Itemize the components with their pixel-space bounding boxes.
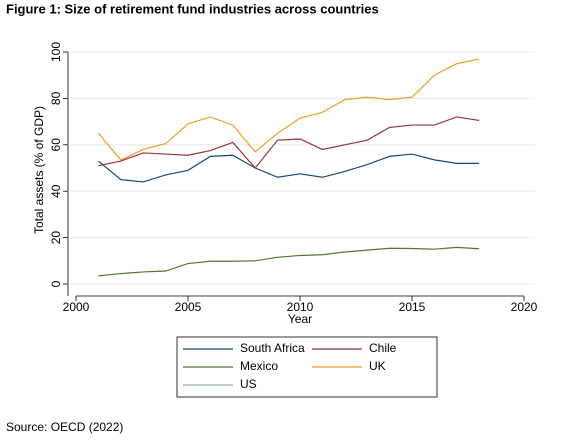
x-tick-label: 2020 — [511, 300, 538, 314]
x-tick-label: 2010 — [287, 300, 314, 314]
y-tick-label: 0 — [49, 280, 63, 287]
series-line — [97, 58, 480, 161]
y-tick-label: 40 — [49, 184, 63, 198]
source-note: Source: OECD (2022) — [6, 420, 123, 434]
legend-label: Chile — [369, 341, 397, 355]
legend-label: South Africa — [240, 341, 305, 355]
y-axis-label: Total assets (% of GDP) — [32, 106, 46, 234]
legend-label: UK — [369, 359, 386, 373]
x-tick-label: 2015 — [399, 300, 426, 314]
x-axis-label: Year — [288, 312, 312, 326]
series-line — [98, 246, 480, 277]
legend-label: US — [240, 377, 257, 391]
series-line — [98, 116, 480, 169]
y-tick-label: 60 — [49, 138, 63, 152]
series-line — [98, 153, 480, 183]
x-tick-label: 2000 — [63, 300, 90, 314]
y-tick-label: 80 — [49, 91, 63, 105]
x-tick-label: 2005 — [175, 300, 202, 314]
chart-title: Figure 1: Size of retirement fund indust… — [6, 1, 379, 16]
y-tick-label: 20 — [49, 231, 63, 245]
y-tick-label: 100 — [49, 42, 63, 62]
legend-label: Mexico — [240, 359, 278, 373]
legend-box — [176, 336, 438, 398]
